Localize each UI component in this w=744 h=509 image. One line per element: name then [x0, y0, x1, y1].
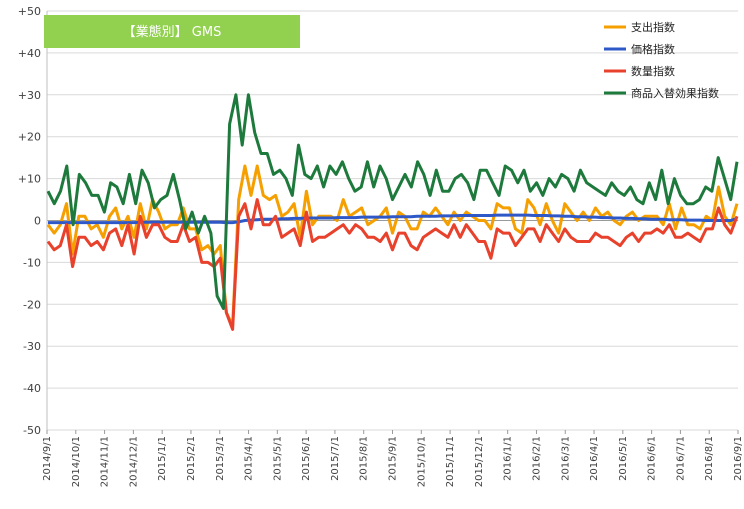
x-tick-label: 2015/12/1: [474, 436, 485, 487]
x-tick-label: 2016/3/1: [560, 436, 571, 481]
x-tick-label: 2016/2/1: [531, 436, 542, 481]
legend-label: 商品入替効果指数: [631, 86, 719, 100]
x-tick-label: 2014/11/1: [100, 436, 111, 487]
x-tick-label: 2015/3/1: [215, 436, 226, 481]
x-tick-label: 2014/9/1: [42, 436, 53, 481]
x-tick-label: 2015/10/1: [416, 436, 427, 487]
x-tick-label: 2016/1/1: [503, 436, 514, 481]
y-tick-label: -50: [23, 424, 41, 437]
x-tick-label: 2016/6/1: [647, 436, 658, 481]
y-tick-label: +10: [18, 173, 41, 186]
legend-label: 支出指数: [631, 20, 675, 34]
y-tick-label: 0: [34, 215, 41, 228]
x-tick-label: 2016/9/1: [733, 436, 744, 481]
x-tick-label: 2015/7/1: [330, 436, 341, 481]
series-line-3: [46, 93, 739, 310]
x-tick-label: 2016/8/1: [704, 436, 715, 481]
x-tick-label: 2015/8/1: [359, 436, 370, 481]
y-tick-label: +20: [18, 131, 41, 144]
legend-label: 数量指数: [631, 64, 675, 78]
y-tick-label: +40: [18, 47, 41, 60]
x-tick-label: 2015/1/1: [157, 436, 168, 481]
x-tick-label: 2016/7/1: [675, 436, 686, 481]
x-tick-label: 2015/6/1: [301, 436, 312, 481]
chart-title: 【業態別】 GMS: [123, 24, 222, 40]
y-tick-label: -10: [23, 256, 41, 269]
x-tick-label: 2015/2/1: [186, 436, 197, 481]
y-axis-ticks: +50 +40 +30 +20 +10 0 -10 -20 -30 -40 -50: [18, 5, 41, 437]
x-tick-label: 2015/5/1: [272, 436, 283, 481]
x-tick-label: 2014/12/1: [128, 436, 139, 487]
x-axis-ticks: 2014/9/1 2014/10/1 2014/11/1 2014/12/1 2015/…: [42, 430, 744, 487]
chart-title-box: [44, 15, 300, 48]
series-lines: [46, 93, 739, 331]
x-tick-label: 2014/10/1: [71, 436, 82, 487]
x-tick-label: 2015/11/1: [445, 436, 456, 487]
y-tick-label: -30: [23, 340, 41, 353]
x-tick-label: 2016/4/1: [589, 436, 600, 481]
x-tick-label: 2016/5/1: [618, 436, 629, 481]
y-tick-label: +50: [18, 5, 41, 18]
x-tick-label: 2015/4/1: [244, 436, 255, 481]
x-tick-label: 2015/9/1: [388, 436, 399, 481]
y-tick-label: -20: [23, 298, 41, 311]
y-tick-label: -40: [23, 382, 41, 395]
series-line-2: [46, 198, 739, 331]
legend-label: 価格指数: [631, 42, 675, 56]
y-tick-label: +30: [18, 89, 41, 102]
series-line-1: [48, 213, 738, 225]
